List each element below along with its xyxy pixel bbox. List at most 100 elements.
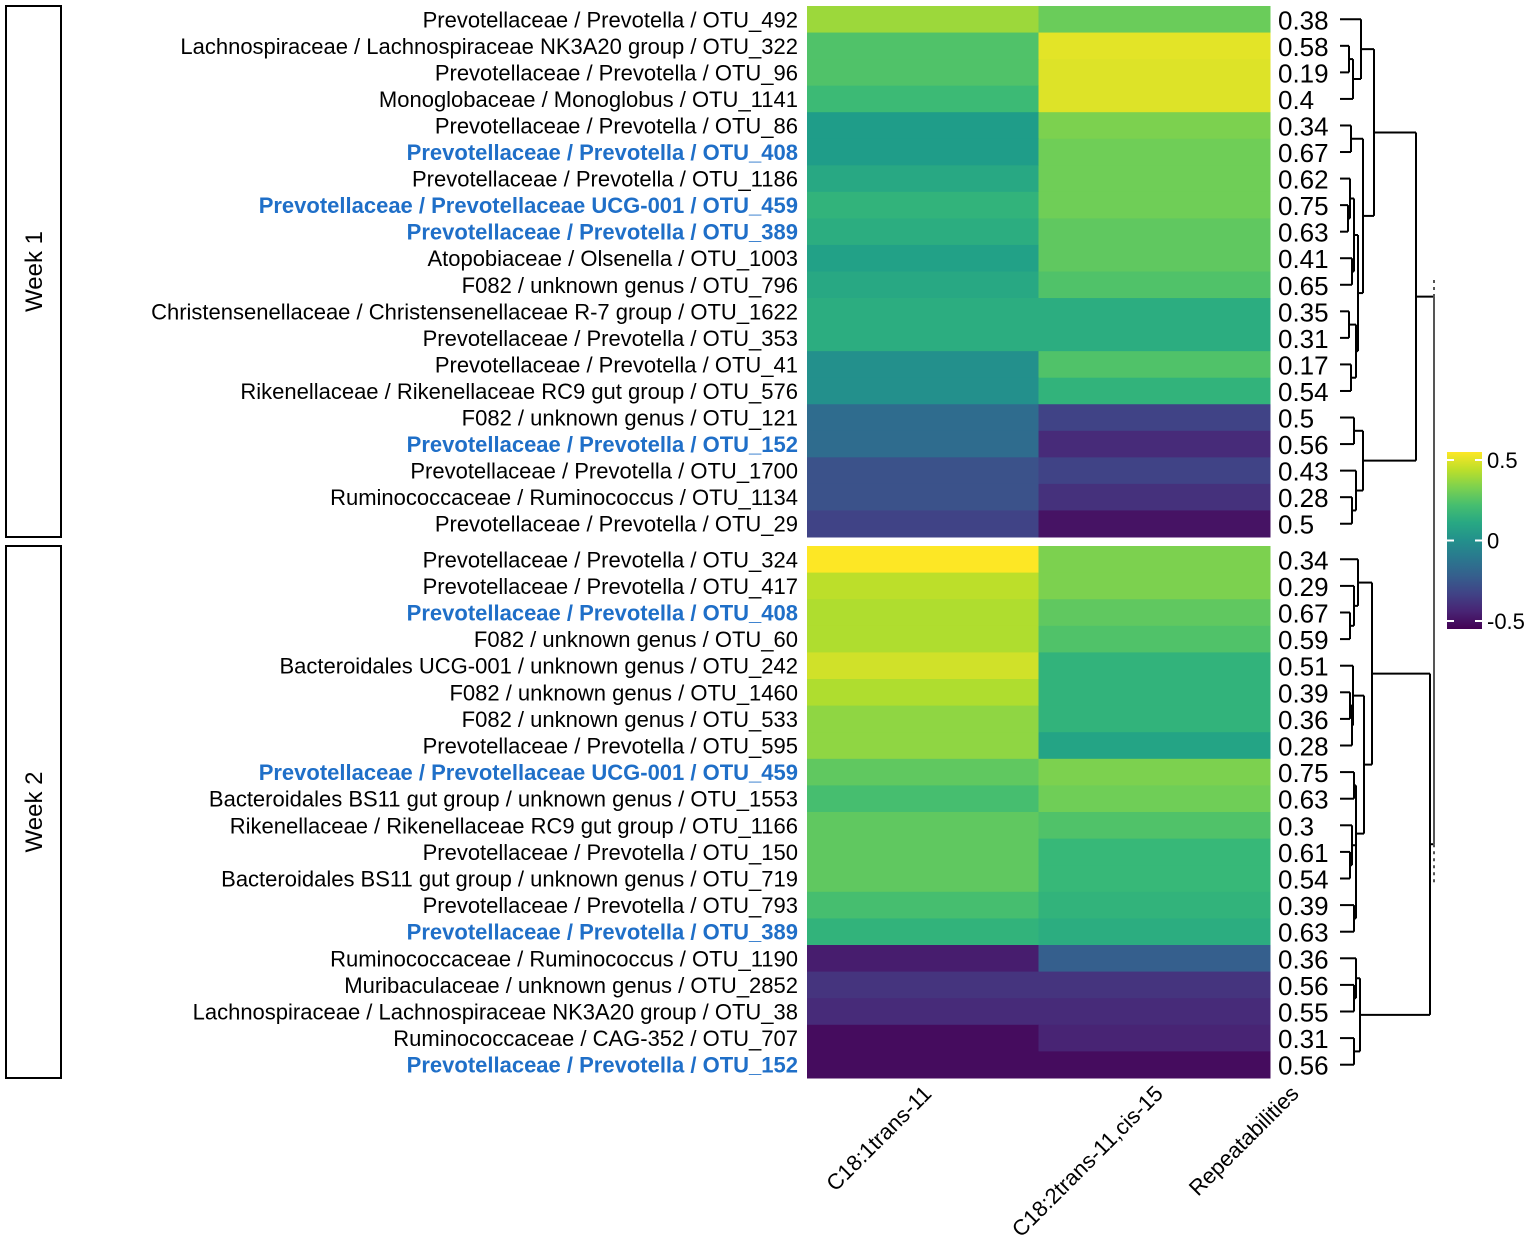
heatmap-cell (807, 679, 1039, 707)
heatmap-cell (1038, 112, 1271, 140)
heatmap-cell (1038, 85, 1271, 113)
row-label: Prevotellaceae / Prevotella / OTU_86 (435, 113, 798, 138)
row-label: Monoglobaceae / Monoglobus / OTU_1141 (379, 87, 798, 112)
repeatability-value: 0.4 (1278, 85, 1314, 115)
repeatability-value: 0.63 (1278, 218, 1329, 248)
repeatability-value: 0.56 (1278, 971, 1329, 1001)
row-label: Christensenellaceae / Christensenellacea… (151, 299, 798, 324)
heatmap-cell (1038, 812, 1271, 840)
repeatability-value: 0.34 (1278, 111, 1329, 141)
row-label: Lachnospiraceae / Lachnospiraceae NK3A20… (193, 1000, 798, 1025)
row-label: Prevotellaceae / Prevotella / OTU_417 (423, 574, 798, 599)
row-label: Prevotellaceae / Prevotella / OTU_595 (423, 734, 798, 759)
heatmap-cell (807, 483, 1039, 511)
heatmap-cell (1038, 625, 1271, 653)
row-label: Prevotellaceae / Prevotella / OTU_408 (407, 601, 798, 626)
row-label: F082 / unknown genus / OTU_796 (462, 273, 798, 298)
repeatability-value: 0.65 (1278, 271, 1329, 301)
row-label: Prevotellaceae / Prevotella / OTU_492 (423, 7, 798, 32)
heatmap-cell (807, 652, 1039, 680)
heatmap-cell (1038, 6, 1271, 34)
row-label: Prevotellaceae / Prevotella / OTU_408 (407, 140, 798, 165)
heatmap-cell (807, 732, 1039, 760)
heatmap-cell (807, 298, 1039, 326)
repeatability-value: 0.41 (1278, 244, 1329, 274)
heatmap-cell (807, 457, 1039, 485)
heatmap-cell (1038, 59, 1271, 87)
heatmap-cell (807, 271, 1039, 299)
heatmap-cell (807, 865, 1039, 893)
row-label: Prevotellaceae / Prevotella / OTU_152 (407, 432, 798, 457)
heatmap-cell (807, 324, 1039, 352)
heatmap-cell (1038, 191, 1271, 219)
heatmap-cell (1038, 785, 1271, 813)
row-label: Prevotellaceae / Prevotella / OTU_150 (423, 840, 798, 865)
heatmap-cell (1038, 457, 1271, 485)
heatmap-cell (1038, 546, 1271, 574)
heatmap-cell (1038, 652, 1271, 680)
heatmap-cell (807, 59, 1039, 87)
row-label: Prevotellaceae / Prevotella / OTU_389 (407, 920, 798, 945)
heatmap-cell (1038, 865, 1271, 893)
row-label: Prevotellaceae / Prevotella / OTU_324 (423, 547, 798, 572)
heatmap-cell (1038, 404, 1271, 432)
row-label: Prevotellaceae / Prevotella / OTU_41 (435, 352, 798, 377)
heatmap-cell (807, 138, 1039, 166)
heatmap-cell (807, 1024, 1039, 1052)
row-label: Prevotellaceae / Prevotellaceae UCG-001 … (259, 193, 798, 218)
repeatability-value: 0.54 (1278, 377, 1329, 407)
heatmap-cell (807, 430, 1039, 458)
heatmap-cell (807, 625, 1039, 653)
heatmap-cell (1038, 599, 1271, 627)
heatmap-cell (1038, 679, 1271, 707)
repeatability-value: 0.36 (1278, 944, 1329, 974)
heatmap-cell (807, 572, 1039, 600)
row-label: F082 / unknown genus / OTU_60 (474, 627, 798, 652)
heatmap-cell (807, 838, 1039, 866)
heatmap-cell (807, 6, 1039, 34)
column-label: C18:2trans-11,cis-15 (1007, 1081, 1168, 1242)
heatmap-cell (1038, 271, 1271, 299)
row-label: Rikenellaceae / Rikenellaceae RC9 gut gr… (240, 379, 798, 404)
heatmap-cell (807, 891, 1039, 919)
heatmap-cell (1038, 298, 1271, 326)
heatmap-cell (807, 998, 1039, 1026)
repeatability-value: 0.59 (1278, 625, 1329, 655)
row-label: Bacteroidales BS11 gut group / unknown g… (221, 867, 798, 892)
repeatability-value: 0.36 (1278, 705, 1329, 735)
heatmap-cell (807, 377, 1039, 405)
heatmap-cell (1038, 945, 1271, 973)
group-label: Week 1 (21, 231, 48, 312)
heatmap-cell (1038, 377, 1271, 405)
repeatability-value: 0.31 (1278, 1024, 1329, 1054)
row-label: Ruminococcaceae / CAG-352 / OTU_707 (393, 1026, 798, 1051)
heatmap-cell (1038, 32, 1271, 60)
row-label: F082 / unknown genus / OTU_1460 (449, 680, 798, 705)
heatmap-cell (1038, 705, 1271, 733)
repeatability-value: 0.67 (1278, 138, 1329, 168)
repeatability-value: 0.17 (1278, 350, 1329, 380)
row-label: Prevotellaceae / Prevotella / OTU_1186 (412, 167, 798, 192)
repeatability-value: 0.3 (1278, 811, 1314, 841)
row-label: Atopobiaceae / Olsenella / OTU_1003 (427, 246, 798, 271)
row-label: Prevotellaceae / Prevotella / OTU_353 (423, 326, 798, 351)
heatmap-cell (1038, 918, 1271, 946)
heatmap-cell (1038, 430, 1271, 458)
heatmap-cell (1038, 758, 1271, 786)
heatmap-cell (807, 812, 1039, 840)
heatmap-cell (1038, 971, 1271, 999)
repeatability-value: 0.75 (1278, 758, 1329, 788)
heatmap-cell (1038, 1024, 1271, 1052)
heatmap-cell (807, 404, 1039, 432)
repeatability-value: 0.62 (1278, 165, 1329, 195)
colorbar-tick-label: 0.5 (1487, 448, 1518, 473)
repeatability-value: 0.31 (1278, 324, 1329, 354)
heatmap-cell (807, 191, 1039, 219)
heatmap-cell (1038, 483, 1271, 511)
repeatability-value: 0.38 (1278, 5, 1329, 35)
group-box (5, 545, 62, 1079)
heatmap-cell (807, 218, 1039, 246)
group-label: Week 2 (21, 772, 48, 853)
heatmap-cell (1038, 732, 1271, 760)
